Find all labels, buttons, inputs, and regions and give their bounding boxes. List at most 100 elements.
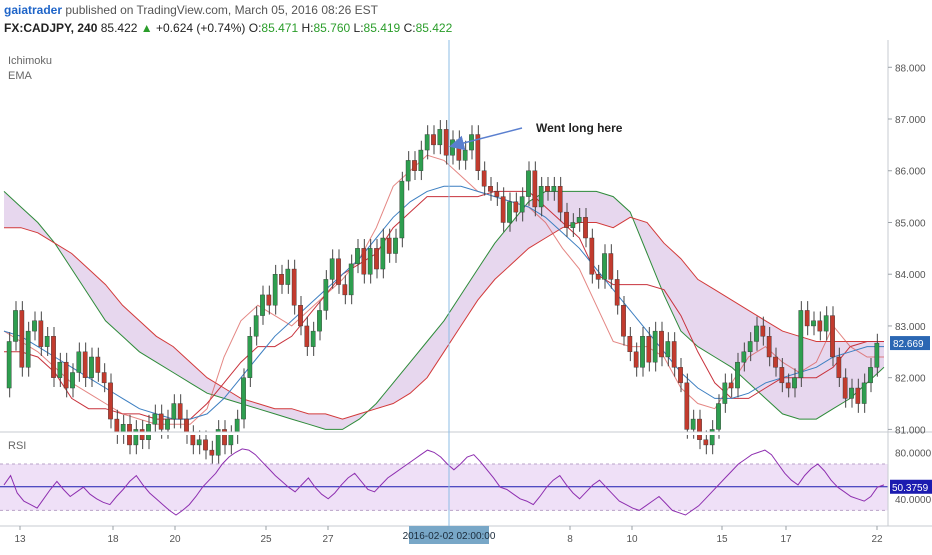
bearish-candle-body [684,382,690,430]
candle [804,301,810,336]
bearish-candle-body [443,129,449,156]
bearish-candle-body [481,170,487,187]
bearish-candle-body [51,336,56,378]
price-chart-svg[interactable]: 88.000 87.000 86.000 85.000 84.000 83.000 82.0… [0,40,932,550]
bullish-candle-body [165,418,170,430]
candle [393,228,398,263]
bullish-candle-body [380,237,386,270]
bullish-candle-body [418,149,424,171]
author-link[interactable]: gaiatrader [4,3,63,17]
bullish-candle-body [709,429,715,446]
candle [6,332,12,398]
candle [412,151,417,181]
candle [500,187,506,232]
bearish-candle-body [817,320,823,332]
candle [754,316,759,351]
candle [82,342,88,387]
bearish-candle-body [678,367,683,384]
bullish-candle-body [70,372,75,389]
bullish-candle-body [89,356,94,378]
bullish-candle-body [133,429,139,446]
bearish-candle-body [766,336,772,358]
time-tick-label: 10 [626,534,638,545]
rsi-value-tag [890,479,932,494]
candle [405,151,411,191]
overlay-labels: 2016-02-02 02:00:00 82.669 50.3759 Ichimoku… [8,40,932,544]
bearish-candle-body [671,341,677,368]
candle [215,420,221,465]
symbol-label[interactable]: FX:CADJPY, 240 [4,21,98,35]
candle [19,301,25,377]
published-text: published on TradingView.com, March 05, … [65,3,379,17]
bearish-candle-body [177,403,183,420]
bullish-candle-body [823,315,829,332]
candle [13,301,18,351]
bearish-candle-body [95,356,101,373]
candle [652,321,658,372]
bearish-candle-body [513,201,519,213]
candle [684,373,690,439]
candle [507,192,512,232]
candle [621,295,626,346]
candle [589,228,595,284]
bullish-candle-body [665,341,671,358]
candle [526,161,531,206]
bullish-candle-body [861,382,867,404]
candle [222,420,227,455]
bullish-candle-body [6,341,12,389]
bullish-candle-body [196,439,202,446]
last-price-label: 82.669 [893,339,924,350]
bearish-candle-body [697,418,702,440]
last-price: 85.422 [100,21,138,35]
candle [443,120,449,165]
high-value: 85.760 [313,21,351,35]
bearish-candle-body [190,434,196,446]
candle [317,301,322,341]
candle [747,332,753,362]
rsi-value-label: 50.3759 [892,483,929,494]
candle [310,321,316,356]
bearish-candle-body [38,320,44,347]
candle [431,125,436,155]
candle [203,430,208,460]
bullish-candle-body [849,387,854,399]
time-tick-label: 25 [260,534,272,545]
candle [171,394,177,429]
bearish-candle-body [304,325,310,347]
chart-area[interactable]: 88.000 87.000 86.000 85.000 84.000 83.000 82.0… [0,40,932,550]
annotation-text: Went long here [536,121,623,135]
bullish-candle-body [152,413,158,425]
bearish-candle-body [804,310,810,327]
candle [671,332,677,377]
bullish-candle-body [272,274,278,306]
bearish-candle-body [703,439,709,446]
open-value: 85.471 [261,21,299,35]
candle [557,176,563,222]
chart-header: gaiatrader published on TradingView.com,… [0,0,932,41]
bullish-candle-body [874,342,880,368]
time-tick-label: 20 [169,534,181,545]
candle [323,270,329,320]
candle [304,316,310,356]
up-arrow-icon: ▲ [140,21,153,35]
bearish-candle-body [500,196,506,223]
bearish-candle-body [532,170,538,208]
bullish-candle-body [640,336,645,368]
bullish-candle-body [25,330,31,368]
bullish-candle-body [551,186,557,192]
time-tick-label: 27 [322,534,334,545]
candle [291,259,297,315]
bullish-candle-body [526,170,531,197]
bullish-candle-body [570,222,576,228]
bearish-candle-body [564,211,569,228]
close-label: C: [403,21,416,35]
open-label: O: [248,21,262,35]
bullish-candle-body [228,434,234,446]
rsi-label: RSI [8,440,26,452]
bullish-candle-body [215,429,221,456]
candle [728,373,734,398]
bullish-candle-body [329,258,335,280]
bearish-candle-body [627,336,633,353]
bullish-candle-body [44,336,50,347]
candle [367,239,373,284]
